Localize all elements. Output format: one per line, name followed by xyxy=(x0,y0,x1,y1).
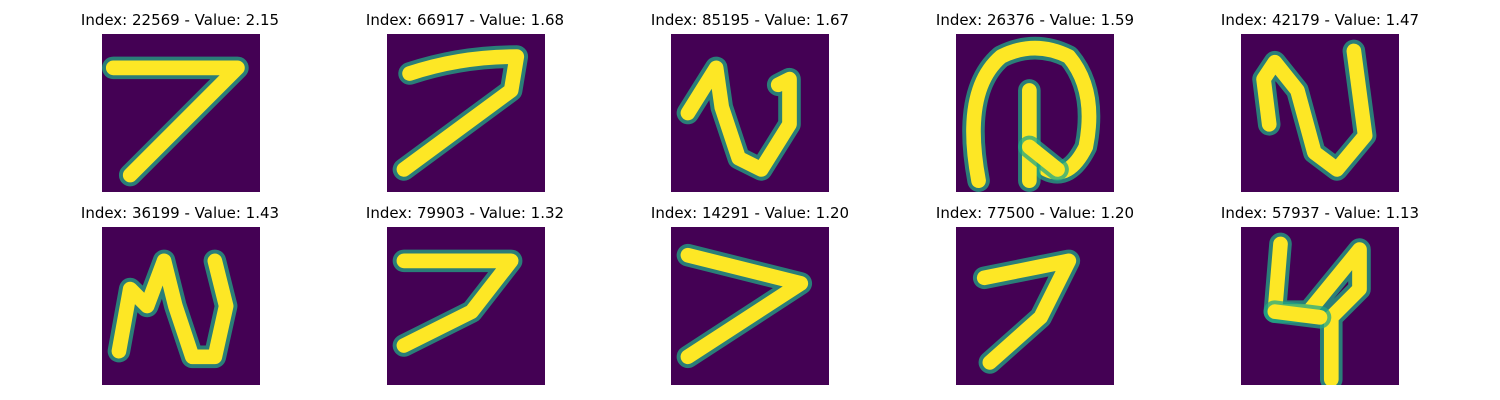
stroke-core xyxy=(396,253,519,353)
digit-image xyxy=(671,227,829,385)
stroke-core xyxy=(396,49,525,177)
panel-title: Index: 57937 - Value: 1.13 xyxy=(1220,204,1420,222)
image-panel: Index: 79903 - Value: 1.32 xyxy=(315,193,615,385)
digit-svg xyxy=(671,227,829,385)
image-panel: Index: 66917 - Value: 1.68 xyxy=(315,0,615,192)
image-panel: Index: 57937 - Value: 1.13 xyxy=(1170,193,1470,385)
digit-svg xyxy=(102,34,260,192)
digit-svg xyxy=(1241,227,1399,385)
panel-title: Index: 14291 - Value: 1.20 xyxy=(650,204,850,222)
digit-svg xyxy=(956,227,1114,385)
image-panel: Index: 26376 - Value: 1.59 xyxy=(885,0,1185,192)
digit-svg xyxy=(102,227,260,385)
image-panel: Index: 85195 - Value: 1.67 xyxy=(600,0,900,192)
image-panel: Index: 14291 - Value: 1.20 xyxy=(600,193,900,385)
digit-image xyxy=(671,34,829,192)
panel-title: Index: 85195 - Value: 1.67 xyxy=(650,11,850,29)
stroke-core xyxy=(1267,304,1328,325)
digit-image xyxy=(102,34,260,192)
stroke-core xyxy=(1022,139,1065,177)
panel-title: Index: 42179 - Value: 1.47 xyxy=(1220,11,1420,29)
digit-image xyxy=(956,34,1114,192)
image-panel: Index: 42179 - Value: 1.47 xyxy=(1170,0,1470,192)
stroke-core xyxy=(105,60,245,183)
stroke-core xyxy=(1256,43,1373,177)
panel-title: Index: 79903 - Value: 1.32 xyxy=(365,204,565,222)
digit-svg xyxy=(387,34,545,192)
stroke-core xyxy=(111,253,234,365)
digit-image xyxy=(1241,34,1399,192)
stroke-core xyxy=(976,253,1077,370)
digit-image xyxy=(102,227,260,385)
digit-image xyxy=(956,227,1114,385)
digit-svg xyxy=(1241,34,1399,192)
digit-image xyxy=(387,227,545,385)
image-panel: Index: 77500 - Value: 1.20 xyxy=(885,193,1185,385)
image-panel: Index: 36199 - Value: 1.43 xyxy=(30,193,330,385)
digit-image xyxy=(387,34,545,192)
panel-title: Index: 77500 - Value: 1.20 xyxy=(935,204,1135,222)
digit-svg xyxy=(387,227,545,385)
digit-svg xyxy=(671,34,829,192)
stroke-core xyxy=(966,40,1097,189)
stroke-core xyxy=(680,60,797,177)
image-panel: Index: 22569 - Value: 2.15 xyxy=(30,0,330,192)
panel-title: Index: 22569 - Value: 2.15 xyxy=(80,11,280,29)
panel-title: Index: 36199 - Value: 1.43 xyxy=(80,204,280,222)
digit-svg xyxy=(956,34,1114,192)
digit-image xyxy=(1241,227,1399,385)
panel-title: Index: 66917 - Value: 1.68 xyxy=(365,11,565,29)
stroke-core xyxy=(680,247,809,365)
panel-title: Index: 26376 - Value: 1.59 xyxy=(935,11,1135,29)
